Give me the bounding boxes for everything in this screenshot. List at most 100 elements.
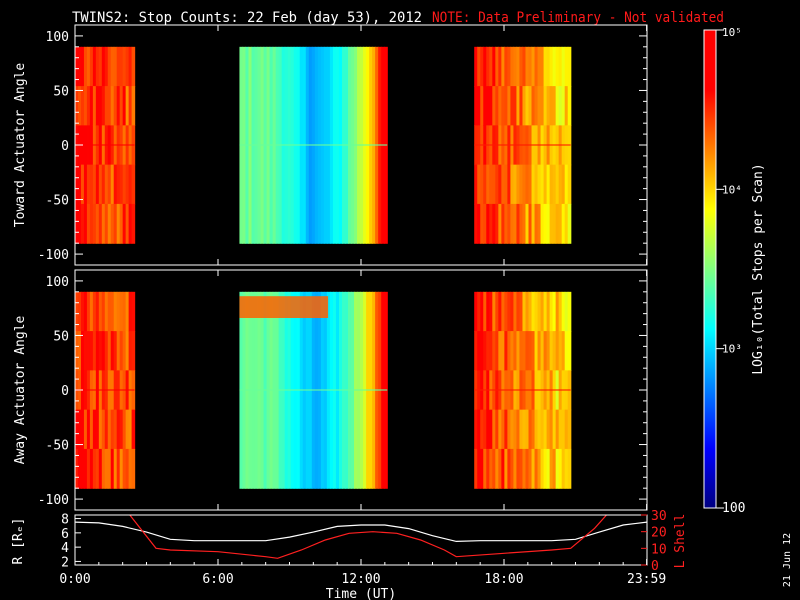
heatmap-cell [561, 448, 566, 489]
heatmap-cell [128, 448, 133, 489]
heatmap-cell [119, 203, 124, 244]
y-tick-label: 50 [53, 84, 69, 99]
time-tick-label: 6:00 [202, 572, 233, 587]
heatmap-cell [567, 86, 572, 126]
heatmap-cell [504, 86, 508, 126]
heatmap-cell [519, 203, 524, 244]
heatmap-cell [525, 409, 530, 450]
heatmap-cell [107, 409, 112, 450]
heatmap-cell [528, 448, 533, 489]
heatmap-cell [116, 86, 121, 126]
heatmap-cell [516, 291, 521, 332]
heatmap-cell [113, 331, 118, 371]
heatmap-cell [483, 291, 487, 332]
heatmap-cell [98, 203, 103, 244]
heatmap-cell [498, 331, 502, 371]
heatmap-cell [567, 409, 572, 450]
heatmap-cell [498, 203, 502, 244]
heatmap-cell [564, 203, 569, 244]
heatmap-cell [537, 331, 542, 371]
heatmap-cell [92, 46, 97, 87]
heatmap-cell [483, 46, 487, 87]
heatmap-cell [534, 291, 539, 332]
heatmap-cell [501, 164, 505, 205]
heatmap-cell [486, 203, 490, 244]
heatmap-cell [122, 291, 127, 332]
y-tick-label: -50 [46, 194, 69, 209]
heatmap-cell [110, 409, 115, 450]
r-tick-label: 2 [61, 555, 69, 570]
heatmap-cell [558, 164, 563, 205]
heatmap-cell [474, 409, 478, 450]
heatmap-cell [495, 46, 499, 87]
heatmap-cell [498, 448, 502, 489]
heatmap-cell [119, 46, 124, 87]
heatmap-cell [98, 448, 103, 489]
heatmap-cell [540, 164, 545, 205]
heatmap-cell [510, 448, 515, 489]
heatmap-cell [107, 46, 112, 87]
heatmap-cell [128, 291, 133, 332]
heatmap-cell [504, 164, 508, 205]
heatmap-cell [95, 409, 100, 450]
title-note: NOTE: Data Preliminary - Not validated [432, 10, 724, 26]
heatmap-cell [92, 409, 97, 450]
heatmap-cell [131, 409, 136, 450]
heatmap-cell [92, 86, 97, 126]
heatmap-cell [549, 203, 554, 244]
heatmap-cell [567, 203, 572, 244]
heatmap-cell [104, 331, 109, 371]
heatmap-cell [116, 409, 121, 450]
heatmap-cell [555, 164, 560, 205]
heatmap-cell [501, 448, 505, 489]
heatmap-cell [537, 86, 542, 126]
heatmap-cell [122, 86, 127, 126]
heatmap-cell [98, 331, 103, 371]
heatmap-cell [558, 331, 563, 371]
heatmap-cell [546, 291, 551, 332]
heatmap-cell [555, 291, 560, 332]
heatmap-cell [510, 86, 515, 126]
heatmap-cell [75, 164, 79, 205]
heatmap-cell [561, 331, 566, 371]
heatmap-cell [513, 203, 518, 244]
heatmap-cell [75, 291, 79, 332]
heatmap-cell [522, 448, 527, 489]
heatmap-cell [513, 291, 518, 332]
heatmap-cell [519, 291, 524, 332]
heatmap-cell [77, 46, 82, 87]
heatmap-cell [492, 203, 496, 244]
heatmap-cell [486, 46, 490, 87]
heatmap-cell [564, 448, 569, 489]
heatmap-cell [489, 409, 493, 450]
heatmap-cell [107, 291, 112, 332]
heatmap-cell [101, 448, 106, 489]
heatmap-cell [75, 409, 79, 450]
heatmap-cell [107, 164, 112, 205]
lshell-line [129, 515, 607, 559]
zero-angle-streak [75, 144, 135, 146]
r-tick-label: 4 [61, 541, 69, 556]
heatmap-cell [75, 203, 79, 244]
heatmap-cell [564, 164, 569, 205]
heatmap-cell [552, 448, 557, 489]
heatmap-cell [77, 448, 82, 489]
heatmap-cell [131, 164, 136, 205]
heatmap-cell [534, 46, 539, 87]
heatmap-cell [510, 409, 515, 450]
colorbar-tick-label: 100 [722, 501, 745, 516]
heatmap-cell [474, 164, 478, 205]
heatmap-cell [549, 46, 554, 87]
heatmap-cell [492, 46, 496, 87]
heatmap-cell [543, 409, 548, 450]
heatmap-cell [504, 448, 508, 489]
heatmap-cell [107, 203, 112, 244]
heatmap-cell [558, 203, 563, 244]
heatmap-cell [77, 86, 82, 126]
heatmap-cell [549, 86, 554, 126]
heatmap-cell [131, 86, 136, 126]
heatmap-cell [477, 164, 481, 205]
toward-heatmap-panel: -100 -50 0 50 100 Toward Actuator Angle [13, 24, 648, 266]
heatmap-cell [531, 291, 536, 332]
heatmap-cell [507, 291, 512, 332]
